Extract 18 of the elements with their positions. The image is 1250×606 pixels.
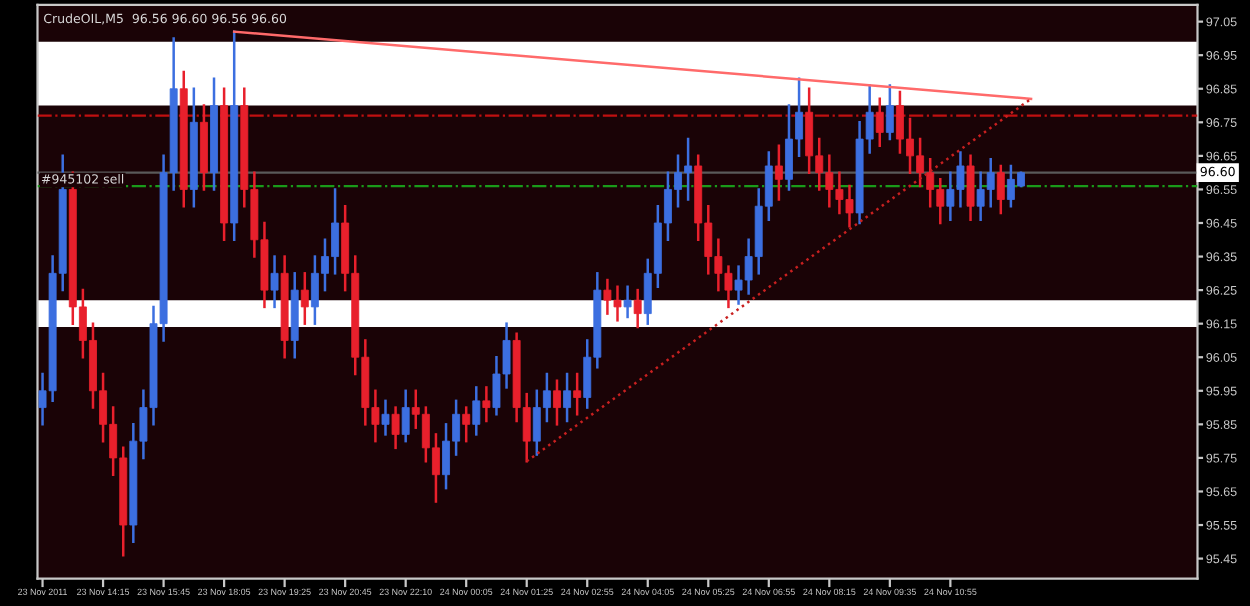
candlestick (875, 97, 884, 148)
candlestick (472, 386, 481, 436)
candlestick (462, 406, 471, 443)
candlestick (391, 406, 400, 450)
candlestick (401, 389, 410, 443)
candlestick (633, 288, 642, 329)
candlestick (563, 372, 572, 423)
candlestick (381, 399, 390, 436)
candlestick (573, 372, 582, 416)
candlestick (966, 154, 975, 221)
candlestick (996, 164, 1005, 215)
candlestick (885, 84, 894, 141)
candlestick (553, 379, 561, 426)
candlestick (482, 386, 491, 423)
candlestick (300, 272, 309, 325)
candlestick (270, 255, 279, 309)
candlestick (623, 285, 632, 319)
candlestick (774, 144, 783, 201)
